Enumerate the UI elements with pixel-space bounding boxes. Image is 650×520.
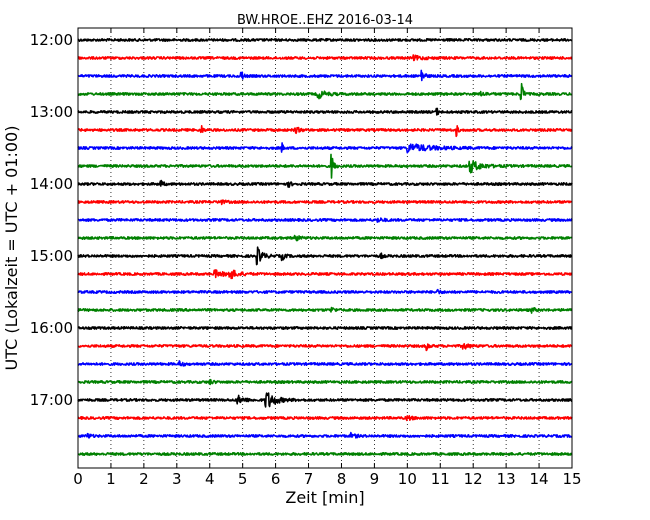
trace-1300 [77, 107, 573, 116]
x-tick-label: 2 [139, 470, 149, 488]
trace-1630 [77, 360, 573, 367]
trace-1430 [77, 217, 573, 223]
x-tick-label: 6 [271, 470, 281, 488]
y-tick-label: 13:00 [30, 103, 73, 121]
seismic-traces [77, 37, 573, 457]
trace-1315 [77, 125, 573, 138]
trace-1715 [77, 414, 573, 422]
trace-1330 [77, 142, 573, 154]
y-tick-label: 14:00 [30, 175, 73, 193]
x-tick-label: 11 [431, 470, 450, 488]
x-tick-label: 15 [562, 470, 581, 488]
x-axis-ticks: 0 1 2 3 4 5 6 7 8 9 10 11 12 13 14 15 [73, 28, 582, 488]
plot-frame [77, 27, 573, 469]
trace-1245 [77, 82, 573, 101]
x-tick-label: 7 [304, 470, 314, 488]
x-tick-label: 14 [530, 470, 549, 488]
trace-1730 [77, 431, 573, 439]
trace-1515 [77, 269, 573, 280]
trace-1345 [77, 153, 573, 179]
x-axis-title: Zeit [min] [285, 488, 364, 507]
x-tick-label: 0 [73, 470, 83, 488]
trace-1700 [77, 392, 573, 408]
trace-1415 [77, 199, 573, 206]
y-axis-ticks: 12:00 13:00 14:00 15:00 16:00 17:00 [30, 31, 572, 409]
x-tick-label: 1 [106, 470, 116, 488]
trace-1530 [77, 288, 573, 295]
trace-1615 [77, 342, 573, 352]
vertical-grid [110, 28, 540, 468]
y-tick-label: 15:00 [30, 247, 73, 265]
chart-title: BW.HROE..EHZ 2016-03-14 [237, 13, 413, 28]
trace-1230 [77, 69, 573, 82]
x-tick-label: 3 [172, 470, 182, 488]
y-tick-label: 16:00 [30, 319, 73, 337]
trace-1445 [77, 234, 573, 242]
trace-1545 [77, 306, 573, 314]
x-tick-label: 5 [238, 470, 248, 488]
x-tick-label: 4 [205, 470, 215, 488]
trace-1745 [77, 451, 573, 457]
trace-1200 [77, 37, 573, 43]
trace-1400 [77, 179, 573, 188]
y-tick-label: 12:00 [30, 31, 73, 49]
trace-1600 [77, 325, 573, 331]
y-tick-label: 17:00 [30, 391, 73, 409]
x-tick-label: 13 [497, 470, 516, 488]
x-tick-label: 10 [398, 470, 417, 488]
x-tick-label: 12 [464, 470, 483, 488]
trace-1645 [77, 378, 573, 386]
y-axis-title: UTC (Lokalzeit = UTC + 01:00) [2, 126, 21, 371]
x-tick-label: 8 [337, 470, 347, 488]
trace-1215 [77, 54, 573, 62]
trace-1500 [77, 246, 573, 266]
x-tick-label: 9 [370, 470, 380, 488]
